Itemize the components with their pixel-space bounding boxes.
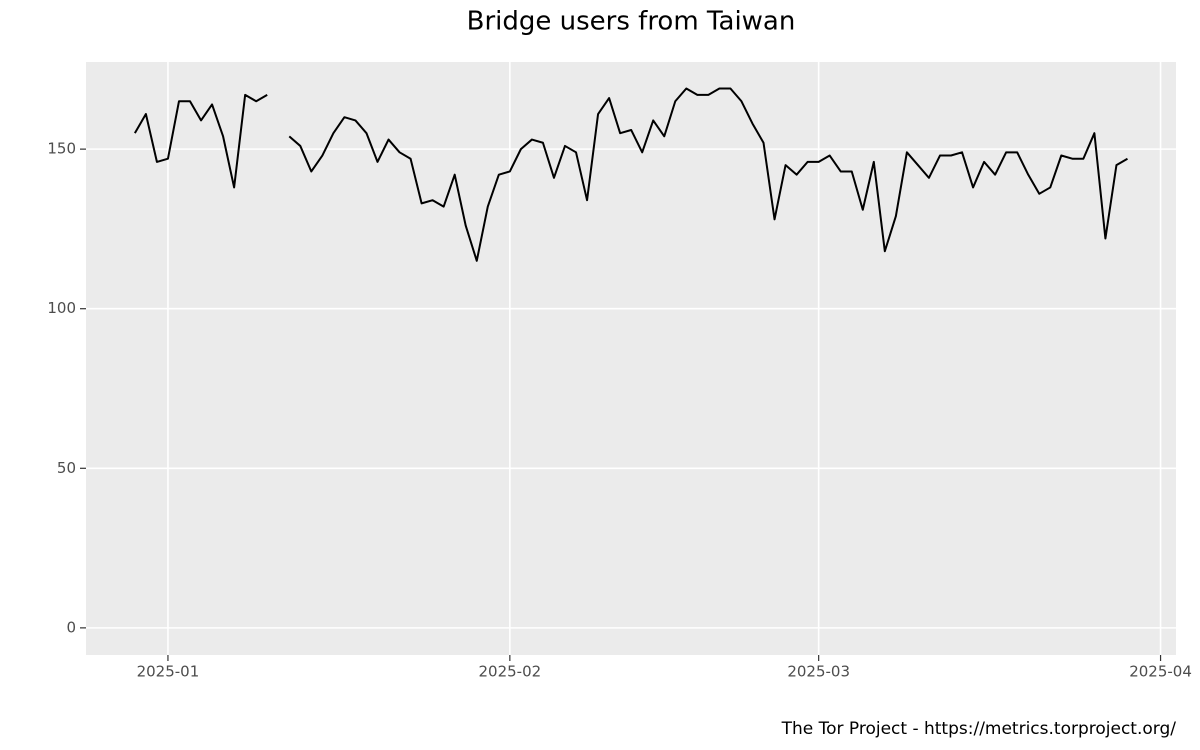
- chart-title: Bridge users from Taiwan: [467, 7, 796, 37]
- x-tick-label: 2025-02: [479, 663, 542, 681]
- y-tick-label: 50: [57, 459, 76, 477]
- y-tick-label: 0: [66, 618, 76, 636]
- y-tick-label: 150: [47, 140, 76, 158]
- x-tick-label: 2025-04: [1129, 663, 1192, 681]
- caption: The Tor Project - https://metrics.torpro…: [781, 719, 1177, 739]
- y-tick-label: 100: [47, 299, 76, 317]
- x-tick-label: 2025-01: [137, 663, 200, 681]
- x-tick-label: 2025-03: [787, 663, 850, 681]
- plot-panel: [86, 62, 1176, 655]
- data-line: [133, 87, 1128, 262]
